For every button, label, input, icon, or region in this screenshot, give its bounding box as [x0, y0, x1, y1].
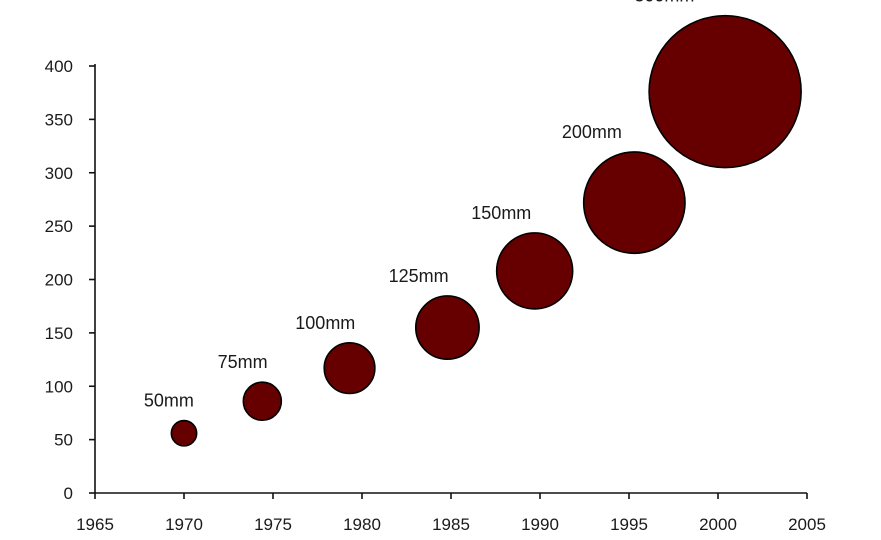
x-tick-label: 1975	[254, 515, 292, 534]
y-tick-label: 400	[45, 57, 73, 76]
bubble-300mm	[648, 14, 802, 169]
x-tick-label: 1985	[432, 515, 470, 534]
bubble-label-125mm: 125mm	[389, 266, 449, 286]
bubble-label-75mm: 75mm	[218, 352, 268, 372]
bubble-label-100mm: 100mm	[295, 313, 355, 333]
y-axis-ticks: 0 50 100 150 200 250 300 350 400	[45, 57, 95, 503]
x-tick-label: 1965	[76, 515, 114, 534]
bubble-200mm	[582, 151, 686, 255]
bubble-label-150mm: 150mm	[471, 203, 531, 223]
y-tick-label: 50	[54, 431, 73, 450]
bubble-label-300mm: 300mm	[634, 0, 694, 6]
bubble-50mm	[170, 419, 198, 447]
y-tick-label: 250	[45, 217, 73, 236]
x-tick-label: 2005	[788, 515, 826, 534]
bubble-100mm	[323, 341, 376, 395]
y-tick-label: 0	[64, 484, 73, 503]
x-tick-label: 1990	[521, 515, 559, 534]
y-tick-label: 300	[45, 164, 73, 183]
x-axis-ticks: 1965 1970 1975 1980 1985 1990 1995 2000 2005	[76, 493, 826, 534]
x-tick-label: 1995	[610, 515, 648, 534]
bubbles	[170, 14, 802, 447]
y-tick-label: 200	[45, 271, 73, 290]
x-tick-label: 1980	[343, 515, 381, 534]
bubble-125mm	[414, 295, 480, 361]
x-tick-label: 1970	[165, 515, 203, 534]
bubble-label-200mm: 200mm	[562, 122, 622, 142]
y-tick-label: 350	[45, 110, 73, 129]
x-tick-label: 2000	[699, 515, 737, 534]
bubble-75mm	[242, 381, 283, 421]
y-tick-label: 100	[45, 377, 73, 396]
bubble-label-50mm: 50mm	[144, 391, 194, 411]
y-tick-label: 150	[45, 324, 73, 343]
bubble-labels: 50mm 75mm 100mm 125mm 150mm 200mm 300mm	[144, 0, 695, 411]
bubble-150mm	[495, 232, 574, 310]
